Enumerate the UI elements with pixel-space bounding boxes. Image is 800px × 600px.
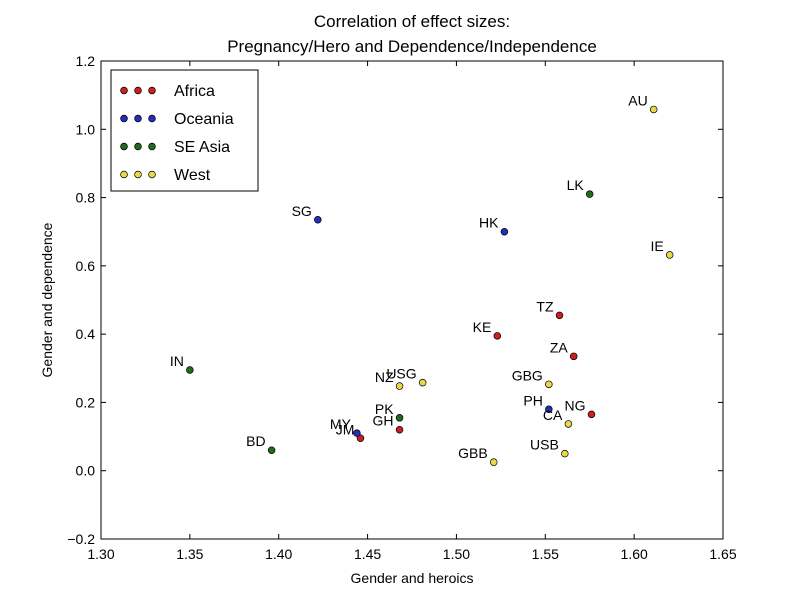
y-tick-label: 0.4: [76, 326, 96, 342]
legend-marker: [134, 86, 142, 95]
legend-entry-label: Oceania: [174, 111, 234, 128]
legend-marker: [120, 142, 128, 151]
data-point: [489, 458, 498, 466]
data-point: [356, 434, 365, 443]
y-tick-label: 0.0: [76, 463, 96, 479]
data-point: [395, 414, 404, 422]
x-tick-label: 1.35: [176, 546, 203, 562]
data-point-label: NG: [564, 397, 585, 413]
x-tick-label: 1.45: [354, 546, 381, 562]
data-point-label: USB: [530, 437, 559, 453]
data-point: [545, 380, 553, 389]
data-point: [665, 251, 674, 259]
data-point-label: AU: [628, 92, 647, 108]
legend-marker: [148, 114, 156, 123]
x-tick-label: 1.60: [621, 546, 648, 562]
legend-marker: [120, 86, 128, 95]
y-axis-label: Gender and dependence: [39, 222, 55, 377]
y-tick-label: 0.2: [76, 394, 96, 410]
data-point-label: KE: [473, 319, 492, 335]
data-point-label: IN: [170, 353, 184, 369]
data-point: [395, 425, 404, 434]
legend-marker: [134, 142, 142, 151]
y-tick-label: 0.6: [76, 258, 96, 274]
x-tick-label: 1.30: [87, 546, 114, 562]
axis-tick-labels: 1.30 1.35 1.40 1.45 1.50 1.55 1.60 1.65 −0.2 0.0 0…: [67, 53, 736, 562]
legend-marker: [148, 142, 156, 151]
data-point: [395, 382, 404, 390]
data-point-label: GBG: [512, 367, 543, 383]
y-tick-label: 1.0: [76, 121, 96, 137]
legend-marker: [148, 170, 156, 179]
data-point: [353, 429, 361, 437]
data-point-label: GBB: [458, 445, 488, 461]
data-point: [569, 352, 578, 361]
data-point-labels: TZ KE ZA NG GH JM SG HK PH MY LK IN PK BD AU IE USG GBG NZ…: [170, 92, 664, 461]
data-point: [545, 405, 553, 414]
legend-marker: [148, 86, 156, 95]
y-tick-label: 0.8: [76, 190, 96, 206]
x-tick-label: 1.65: [709, 546, 736, 562]
x-tick-label: 1.40: [265, 546, 292, 562]
data-point-label: MY: [330, 416, 352, 432]
legend-entry-label: West: [174, 167, 211, 184]
data-point: [418, 378, 427, 387]
legend-marker: [120, 114, 128, 123]
data-point-label: IE: [650, 238, 663, 254]
chart-title-line-1: Correlation of effect sizes:: [314, 12, 510, 31]
data-point-label: NZ: [375, 369, 394, 385]
x-tick-label: 1.50: [443, 546, 470, 562]
legend-marker: [134, 170, 142, 179]
data-point-label: SG: [292, 203, 312, 219]
data-point-label: CA: [543, 407, 563, 423]
data-point-label: JM: [336, 421, 355, 437]
legend-marker: [134, 114, 142, 123]
data-point-label: ZA: [550, 339, 569, 355]
data-point-label: HK: [479, 215, 499, 231]
data-point-label: BD: [246, 433, 265, 449]
data-point-label: LK: [567, 177, 585, 193]
data-point: [500, 227, 509, 236]
axis-ticks: [100, 60, 724, 540]
data-points: [186, 105, 674, 466]
chart-title-line-2: Pregnancy/Hero and Dependence/Independen…: [227, 37, 597, 56]
legend-entry-label: Africa: [174, 83, 215, 100]
data-point: [186, 366, 194, 374]
data-point: [493, 332, 502, 340]
data-point: [585, 190, 594, 198]
data-point: [564, 420, 573, 428]
data-point: [649, 105, 658, 114]
data-point: [267, 446, 276, 454]
data-point: [561, 449, 569, 458]
data-point-label: GH: [373, 413, 394, 429]
data-point-label: TZ: [536, 298, 554, 314]
data-point-label: PK: [375, 401, 394, 417]
data-point-label: USG: [386, 366, 416, 382]
y-tick-label: −0.2: [67, 531, 95, 547]
data-point: [587, 410, 596, 419]
data-point-label: PH: [523, 392, 542, 408]
legend-marker: [120, 170, 128, 179]
data-point: [555, 311, 564, 320]
data-point: [314, 216, 322, 224]
legend-entry-label: SE Asia: [174, 139, 230, 156]
legend: Africa Oceania SE Asia West: [110, 69, 259, 192]
y-tick-label: 1.2: [76, 53, 96, 69]
x-axis-label: Gender and heroics: [351, 570, 474, 586]
x-tick-label: 1.55: [532, 546, 559, 562]
